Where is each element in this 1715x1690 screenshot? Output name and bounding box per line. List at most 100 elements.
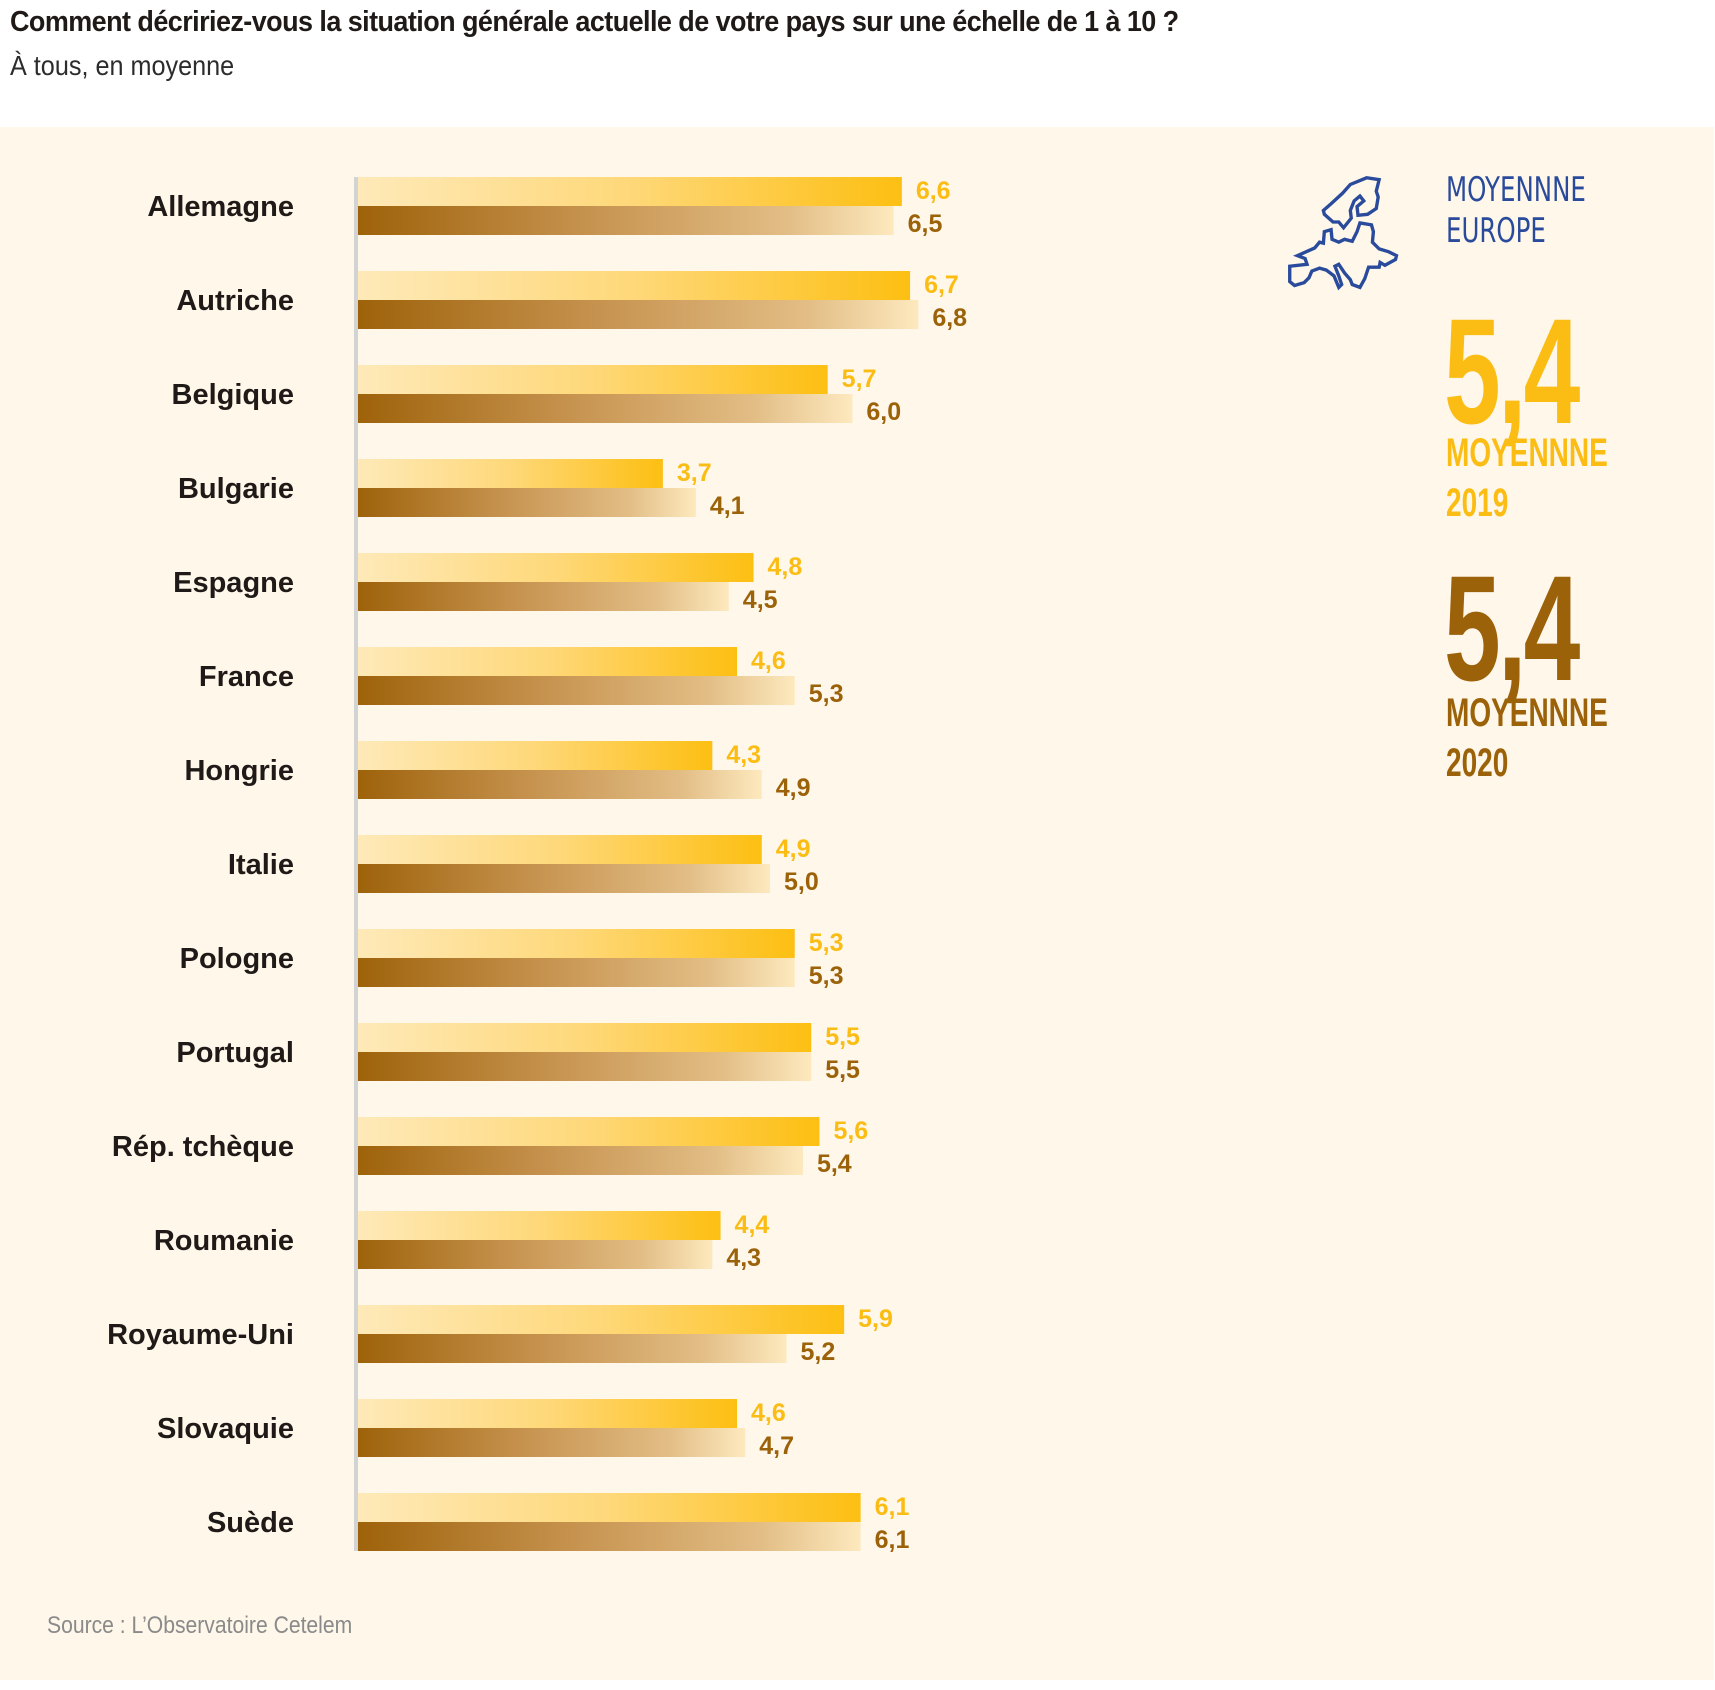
bar-2019 <box>358 1117 820 1146</box>
bar-2019 <box>358 1305 845 1334</box>
category-label: Allemagne <box>147 191 294 223</box>
data-label-2020: 5,5 <box>825 1056 860 1084</box>
category-label: Autriche <box>176 285 294 317</box>
data-label-2019: 4,6 <box>751 647 786 675</box>
category-label: Pologne <box>180 943 294 975</box>
bar-2020 <box>358 1522 861 1551</box>
bar-2020 <box>358 770 762 799</box>
bar-group: Slovaquie 4,6 4,7 <box>157 1399 794 1460</box>
category-label: Hongrie <box>184 755 294 787</box>
data-label-2019: 6,1 <box>875 1493 910 1521</box>
category-label: Rép. tchèque <box>112 1131 294 1163</box>
bar-group: Bulgarie 3,7 4,1 <box>178 459 745 520</box>
bar-2019 <box>358 177 902 206</box>
bar-2019 <box>358 835 762 864</box>
data-label-2019: 5,3 <box>809 929 844 957</box>
bar-2019 <box>358 1399 738 1428</box>
data-label-2019: 5,5 <box>825 1023 860 1051</box>
data-label-2020: 5,3 <box>809 962 844 990</box>
bar-2019 <box>358 741 713 770</box>
bar-group: Hongrie 4,3 4,9 <box>184 741 811 802</box>
europe-map-icon <box>1288 176 1399 291</box>
bar-2020 <box>358 676 795 705</box>
data-label-2020: 5,0 <box>784 868 819 896</box>
bar-2020 <box>358 1428 746 1457</box>
bar-2020 <box>358 1052 812 1081</box>
bar-group: Portugal 5,5 5,5 <box>176 1023 860 1084</box>
bar-2019 <box>358 553 754 582</box>
data-label-2020: 6,0 <box>866 398 901 426</box>
average-2019-label-line2: 2019 <box>1446 481 1509 525</box>
category-label: Espagne <box>173 567 294 599</box>
bar-2019 <box>358 271 911 300</box>
bar-2019 <box>358 1211 721 1240</box>
bar-2020 <box>358 1146 803 1175</box>
data-label-2020: 6,8 <box>932 304 967 332</box>
chart-panel <box>0 127 1714 1680</box>
data-label-2019: 4,8 <box>768 553 803 581</box>
bar-group: Pologne 5,3 5,3 <box>180 929 844 990</box>
bar-group: Italie 4,9 5,0 <box>228 835 819 896</box>
data-label-2020: 4,7 <box>759 1432 794 1460</box>
category-label: Portugal <box>176 1037 294 1069</box>
data-label-2019: 3,7 <box>677 459 712 487</box>
category-label: Suède <box>207 1507 294 1539</box>
data-label-2020: 4,5 <box>743 586 778 614</box>
data-label-2019: 4,3 <box>726 741 761 769</box>
category-label: Belgique <box>172 379 294 411</box>
bar-group: Suède 6,1 6,1 <box>207 1493 910 1554</box>
legend-heading-line2: EUROPE <box>1446 211 1546 251</box>
bar-2019 <box>358 459 663 488</box>
data-label-2020: 5,2 <box>800 1338 835 1366</box>
bar-2020 <box>358 1240 713 1269</box>
bar-2019 <box>358 1023 812 1052</box>
bar-2020 <box>358 394 853 423</box>
bar-2019 <box>358 1493 861 1522</box>
data-label-2020: 6,1 <box>875 1526 910 1554</box>
data-label-2019: 6,7 <box>924 271 959 299</box>
data-label-2019: 4,9 <box>776 835 811 863</box>
average-2020-value: 5,4 <box>1444 544 1580 712</box>
data-label-2020: 4,1 <box>710 492 745 520</box>
data-label-2020: 6,5 <box>908 210 943 238</box>
average-2019-value: 5,4 <box>1444 287 1580 455</box>
bar-2019 <box>358 929 795 958</box>
bar-group: Belgique 5,7 6,0 <box>172 365 901 426</box>
data-label-2020: 5,4 <box>817 1150 852 1178</box>
bar-group: Royaume-Uni 5,9 5,2 <box>107 1305 893 1366</box>
category-label: Roumanie <box>154 1225 294 1257</box>
source-note: Source : L’Observatoire Cetelem <box>47 1612 353 1639</box>
average-2020-label-line1: MOYENNNE <box>1446 691 1608 735</box>
category-label: France <box>199 661 294 693</box>
category-label: Slovaquie <box>157 1413 294 1445</box>
bar-2020 <box>358 206 894 235</box>
bar-2020 <box>358 958 795 987</box>
data-label-2020: 5,3 <box>809 680 844 708</box>
bar-group: Espagne 4,8 4,5 <box>173 553 802 614</box>
bar-group: Autriche 6,7 6,8 <box>176 271 967 332</box>
category-label: Bulgarie <box>178 473 294 505</box>
data-label-2019: 4,4 <box>735 1211 770 1239</box>
bar-group: Roumanie 4,4 4,3 <box>154 1211 770 1272</box>
average-2020-label-line2: 2020 <box>1446 741 1509 785</box>
data-label-2019: 5,9 <box>858 1305 893 1333</box>
data-label-2019: 6,6 <box>916 177 951 205</box>
bar-2020 <box>358 1334 787 1363</box>
bar-2020 <box>358 488 696 517</box>
bar-2020 <box>358 582 729 611</box>
data-label-2019: 5,6 <box>833 1117 868 1145</box>
bar-group: France 4,6 5,3 <box>199 647 844 708</box>
average-2019-label-line1: MOYENNNE <box>1446 431 1608 475</box>
category-label: Italie <box>228 849 294 881</box>
data-label-2019: 4,6 <box>751 1399 786 1427</box>
chart-subtitle: À tous, en moyenne <box>10 50 235 81</box>
category-label: Royaume-Uni <box>107 1319 294 1351</box>
bar-2019 <box>358 365 828 394</box>
data-label-2020: 4,3 <box>726 1244 761 1272</box>
data-label-2019: 5,7 <box>842 365 877 393</box>
bar-group: Rép. tchèque 5,6 5,4 <box>112 1117 868 1178</box>
bar-2020 <box>358 300 919 329</box>
bar-2020 <box>358 864 770 893</box>
bar-group: Allemagne 6,6 6,5 <box>147 177 951 238</box>
